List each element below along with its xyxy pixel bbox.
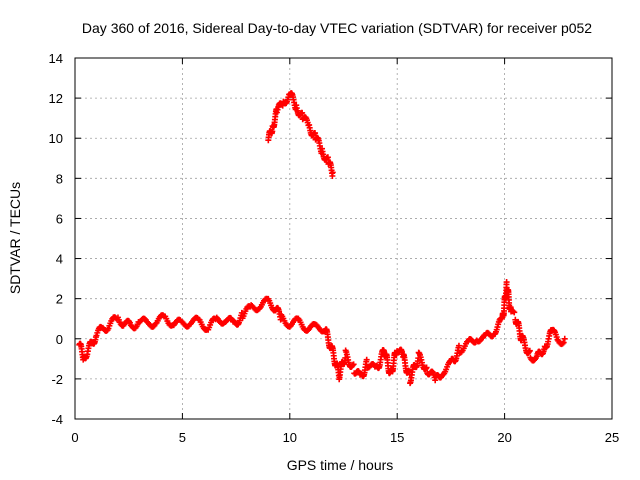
x-tick-label: 25 — [605, 430, 619, 445]
data-point — [559, 340, 566, 347]
data-point — [312, 130, 319, 137]
x-axis-title: GPS time / hours — [287, 457, 394, 473]
x-tick-label: 20 — [497, 430, 511, 445]
x-tick-label: 15 — [390, 430, 404, 445]
grid-lines — [75, 58, 612, 419]
data-point — [329, 169, 336, 176]
y-tick-label: 10 — [49, 131, 63, 146]
x-tick-label: 0 — [71, 430, 78, 445]
data-point — [510, 308, 517, 315]
series-high-arc — [265, 90, 336, 180]
data-point — [526, 347, 533, 354]
y-tick-label: -2 — [51, 372, 63, 387]
plot-frame — [74, 57, 613, 420]
data-point — [363, 356, 370, 363]
data-point — [152, 320, 159, 327]
y-tick-label: -4 — [51, 412, 63, 427]
y-tick-label: 0 — [56, 332, 63, 347]
y-tick-label: 14 — [49, 51, 63, 66]
data-point — [299, 109, 306, 116]
data-points — [76, 90, 568, 387]
y-tick-label: 6 — [56, 211, 63, 226]
y-tick-label: 12 — [49, 91, 63, 106]
y-tick-label: 8 — [56, 171, 63, 186]
x-tick-label: 10 — [283, 430, 297, 445]
data-point — [324, 154, 331, 161]
data-point — [423, 364, 430, 371]
data-point — [350, 361, 357, 368]
axes: 0 5 10 15 20 25 -4 -2 0 2 4 6 8 10 12 14 — [49, 51, 620, 445]
data-point — [503, 279, 510, 286]
y-axis-title: SDTVAR / TECUs — [7, 182, 23, 294]
data-point — [511, 309, 518, 316]
data-point — [455, 342, 462, 349]
data-point — [561, 335, 568, 342]
y-tick-label: 2 — [56, 292, 63, 307]
chart-title: Day 360 of 2016, Sidereal Day-to-day VTE… — [82, 20, 592, 36]
y-tick-label: 4 — [56, 252, 63, 267]
data-point — [560, 339, 567, 346]
x-tick-label: 5 — [179, 430, 186, 445]
series-low-arcs — [76, 279, 568, 387]
